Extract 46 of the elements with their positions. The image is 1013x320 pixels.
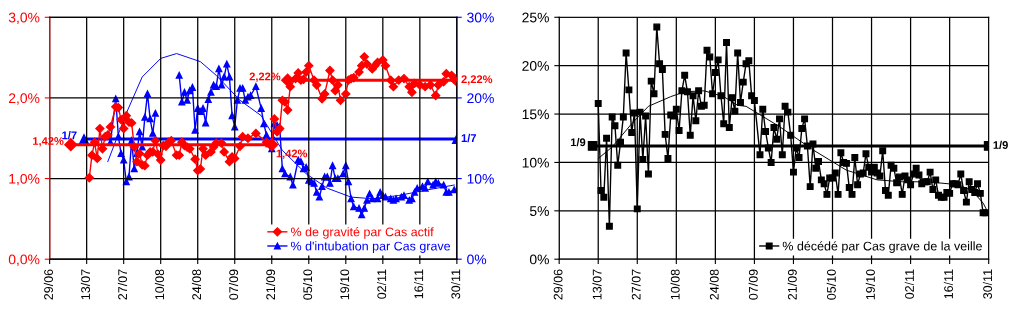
x-tick-label: 07/09 bbox=[228, 269, 239, 300]
y-tick-label: 0,0% bbox=[8, 254, 40, 267]
legend-label: % décédé par Cas grave de la veille bbox=[782, 241, 982, 253]
y-tick-label: 20% bbox=[522, 61, 549, 71]
y-tick-label: 0% bbox=[529, 254, 549, 265]
x-tick-label: 24/08 bbox=[191, 269, 202, 300]
y-tick-label: 1,0% bbox=[9, 173, 40, 186]
x-tick-label: 07/09 bbox=[748, 269, 758, 300]
legend-label: % d'intubation par Cas grave bbox=[290, 241, 451, 253]
x-tick-label: 30/11 bbox=[451, 269, 461, 299]
y2-tick-label: 10% bbox=[467, 173, 494, 184]
x-tick-label: 19/10 bbox=[339, 269, 350, 300]
x-tick-label: 10/08 bbox=[670, 269, 680, 300]
x-tick-label: 02/11 bbox=[377, 269, 387, 299]
x-tick-label: 24/08 bbox=[709, 269, 719, 300]
x-tick-label: 02/11 bbox=[904, 269, 914, 299]
x-tick-label: 13/07 bbox=[592, 269, 602, 300]
y2-tick-label: 30% bbox=[467, 12, 494, 23]
x-tick-label: 21/09 bbox=[787, 269, 797, 300]
y-tick-label: 2,0% bbox=[8, 93, 40, 105]
x-tick-label: 16/11 bbox=[414, 269, 424, 299]
annotation: 1/9 bbox=[570, 138, 586, 147]
x-tick-label: 27/07 bbox=[631, 269, 641, 300]
y-tick-label: 15% bbox=[522, 109, 549, 120]
y-tick-label: 5% bbox=[529, 206, 549, 216]
x-tick-label: 29/06 bbox=[553, 269, 563, 300]
annotation: 1/7 bbox=[62, 131, 77, 140]
x-tick-label: 21/09 bbox=[265, 269, 276, 300]
x-tick-label: 19/10 bbox=[865, 269, 875, 300]
y-tick-label: 10% bbox=[522, 157, 549, 168]
text: 2,22% bbox=[461, 75, 493, 85]
text: 1/7 bbox=[461, 133, 476, 143]
y-tick-label: 3,0% bbox=[8, 12, 40, 25]
text: 1/9 bbox=[993, 140, 1008, 150]
x-tick-label: 05/10 bbox=[302, 269, 313, 300]
y2-tick-label: 20% bbox=[467, 93, 494, 104]
y-tick-label: 25% bbox=[522, 12, 549, 23]
x-tick-label: 13/07 bbox=[80, 269, 91, 300]
x-tick-label: 27/07 bbox=[117, 269, 128, 300]
x-tick-label: 05/10 bbox=[826, 269, 836, 300]
x-tick-label: 16/11 bbox=[943, 269, 953, 299]
x-tick-label: 29/06 bbox=[43, 269, 53, 300]
y2-tick-label: 0% bbox=[467, 254, 487, 265]
x-tick-label: 10/08 bbox=[154, 269, 165, 300]
x-tick-label: 30/11 bbox=[982, 269, 993, 299]
legend-label: % de gravité par Cas actif bbox=[290, 227, 434, 239]
